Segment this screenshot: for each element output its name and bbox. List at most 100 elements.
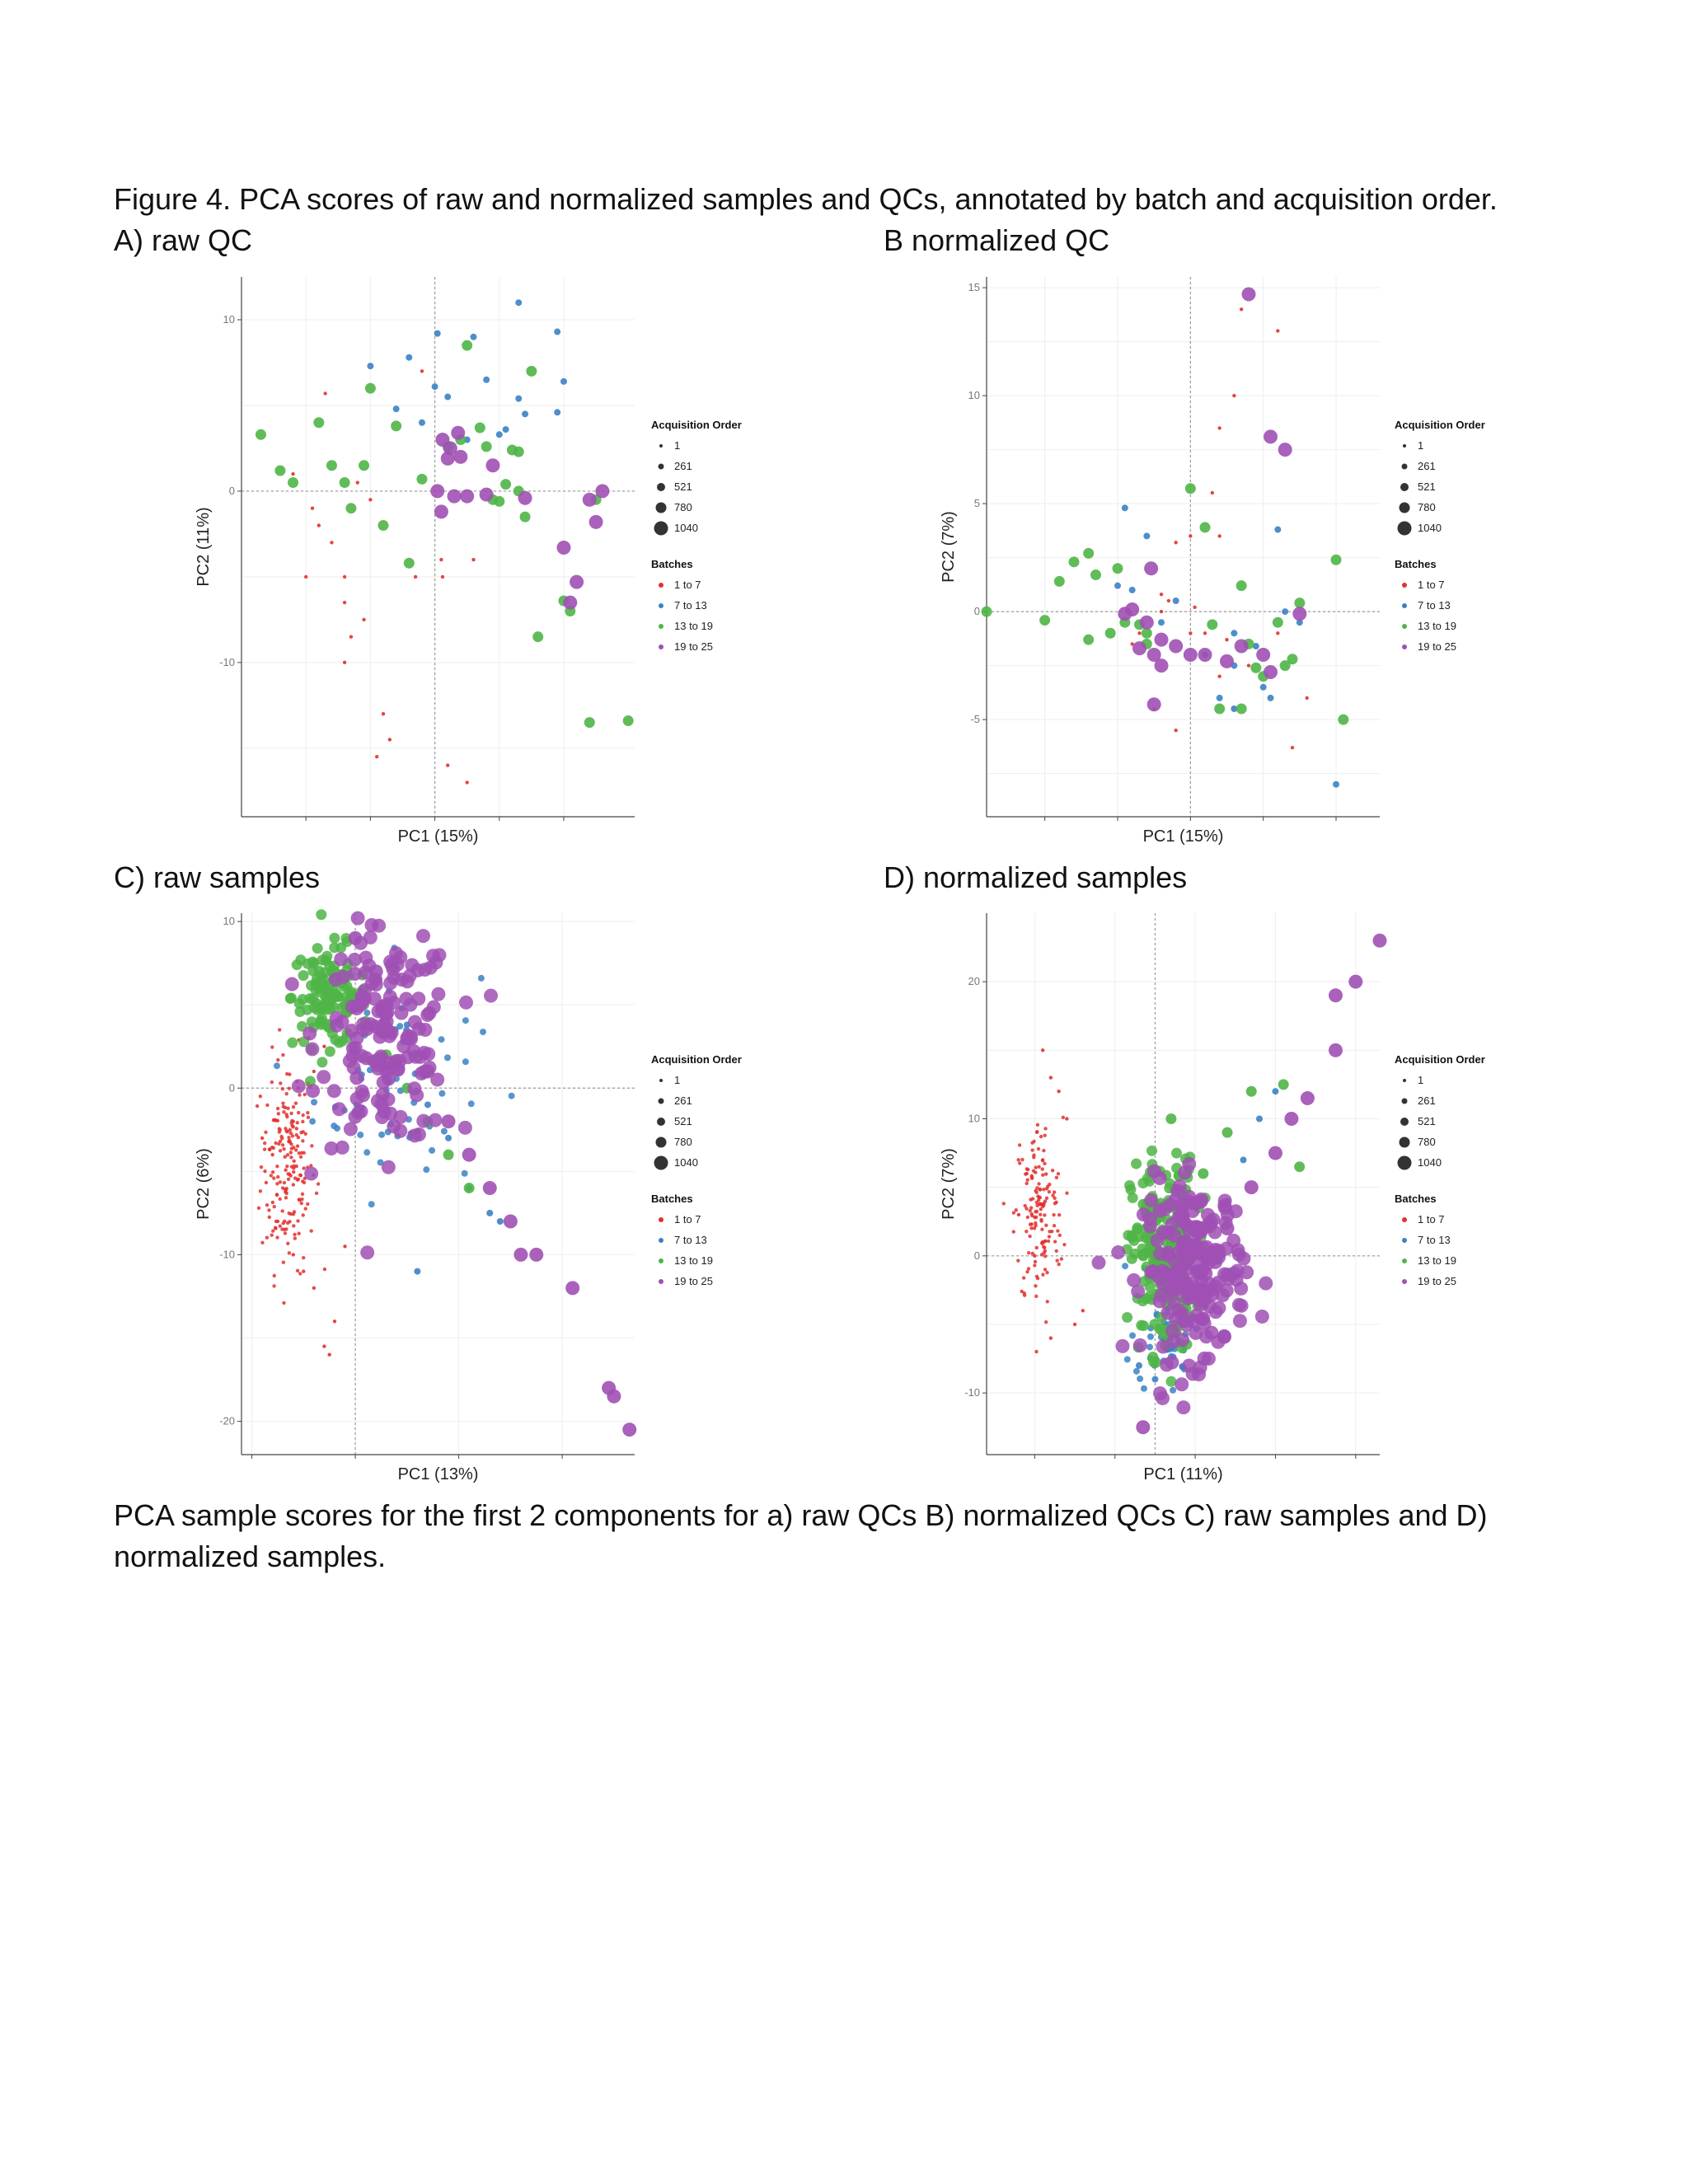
legend-size-key xyxy=(659,1079,663,1082)
data-point xyxy=(1144,1175,1156,1187)
data-point xyxy=(1052,1212,1056,1217)
data-point xyxy=(1029,1206,1034,1210)
data-point xyxy=(330,988,341,1000)
data-point xyxy=(267,1208,271,1212)
data-point xyxy=(1217,534,1221,538)
data-point xyxy=(622,1422,637,1437)
data-point xyxy=(1154,1324,1165,1335)
legend-size-label: 261 xyxy=(1418,1094,1436,1107)
data-point xyxy=(1054,1249,1058,1254)
figure-footer: PCA sample scores for the first 2 compon… xyxy=(114,1498,1488,1573)
legend-size-title: Acquisition Order xyxy=(1395,419,1485,431)
data-point xyxy=(288,1140,293,1144)
data-point xyxy=(414,1268,421,1275)
legend-size-key xyxy=(654,1155,668,1170)
data-point xyxy=(326,1084,341,1099)
data-point xyxy=(285,1164,289,1169)
data-point xyxy=(458,995,473,1010)
data-point xyxy=(1043,1161,1047,1166)
data-point xyxy=(393,1123,408,1138)
data-point xyxy=(285,1071,289,1076)
data-point xyxy=(1020,1157,1025,1162)
data-point xyxy=(308,958,320,969)
y-tick-label: 10 xyxy=(223,915,235,927)
data-point xyxy=(486,1209,494,1216)
legend-size-label: 521 xyxy=(674,1115,692,1127)
legend-size-key xyxy=(1397,521,1412,536)
data-point xyxy=(383,976,398,991)
data-point xyxy=(1025,1171,1029,1176)
data-point xyxy=(1156,1391,1170,1406)
legend-size-key xyxy=(1401,1098,1408,1104)
data-point xyxy=(560,377,567,385)
data-point xyxy=(272,1118,277,1122)
legend-size-label: 1 xyxy=(674,1074,680,1086)
data-point xyxy=(1035,1186,1039,1190)
panel-d-chart: 20 10 0 -10 PC1 (11%) PC2 (7%) Acquisition Ord… xyxy=(940,913,1485,1483)
legend-size-label: 261 xyxy=(674,460,692,472)
data-point xyxy=(1221,1127,1233,1138)
data-point xyxy=(327,1352,331,1357)
data-point xyxy=(279,1081,283,1085)
data-point xyxy=(389,1054,404,1069)
data-point xyxy=(304,1166,319,1181)
data-point xyxy=(484,988,499,1003)
data-point xyxy=(1032,1155,1036,1160)
data-point xyxy=(387,738,392,742)
data-point xyxy=(1027,1250,1031,1255)
data-point xyxy=(1220,1221,1235,1236)
data-point xyxy=(1144,1291,1156,1302)
data-point xyxy=(298,1093,302,1097)
data-point xyxy=(262,1141,267,1146)
data-point xyxy=(272,1284,276,1288)
data-point xyxy=(288,1151,293,1155)
data-point xyxy=(1034,1223,1038,1228)
data-point xyxy=(282,1146,286,1151)
data-point xyxy=(1176,1400,1191,1415)
data-point xyxy=(260,1136,265,1141)
data-point xyxy=(1276,631,1280,635)
data-point xyxy=(1300,1091,1315,1106)
data-point xyxy=(305,1042,320,1057)
data-point xyxy=(287,1136,291,1140)
legend: Acquisition Order 1 261 521 780 1040 Batches 1 … xyxy=(651,419,742,653)
data-point xyxy=(1083,547,1095,559)
data-point xyxy=(1132,1338,1147,1352)
data-point xyxy=(310,506,315,510)
data-point xyxy=(1112,563,1123,574)
x-axis-label: PC1 (15%) xyxy=(1143,827,1224,846)
data-point xyxy=(1196,1262,1211,1277)
data-point xyxy=(322,1044,326,1048)
data-point xyxy=(1203,631,1207,635)
data-point xyxy=(1193,1225,1208,1240)
data-point xyxy=(359,1051,373,1066)
data-point xyxy=(392,405,400,413)
data-point xyxy=(1236,580,1247,592)
data-point xyxy=(431,383,438,391)
data-point xyxy=(1236,703,1247,715)
data-point xyxy=(1217,674,1221,678)
data-point xyxy=(1025,1215,1030,1220)
legend-batch-label: 7 to 13 xyxy=(674,1234,707,1246)
data-point xyxy=(431,987,446,1001)
data-point xyxy=(284,977,299,991)
data-point xyxy=(1115,1338,1130,1353)
y-axis-label: PC2 (6%) xyxy=(195,1148,213,1220)
data-point xyxy=(270,1152,274,1157)
data-point xyxy=(1160,1305,1175,1320)
data-point xyxy=(418,419,425,426)
data-point xyxy=(280,1209,284,1213)
data-point xyxy=(1047,1235,1052,1239)
data-point xyxy=(1137,1375,1144,1382)
data-point xyxy=(289,1111,293,1116)
legend-batch-key xyxy=(659,624,663,629)
data-point xyxy=(342,660,347,665)
data-point xyxy=(1151,1376,1159,1383)
data-point xyxy=(1016,1212,1021,1217)
data-point xyxy=(275,1165,279,1169)
data-point xyxy=(1059,1257,1064,1261)
panel-a-title: A) raw QC xyxy=(114,223,253,257)
data-point xyxy=(1198,648,1212,662)
data-point xyxy=(301,1139,305,1143)
